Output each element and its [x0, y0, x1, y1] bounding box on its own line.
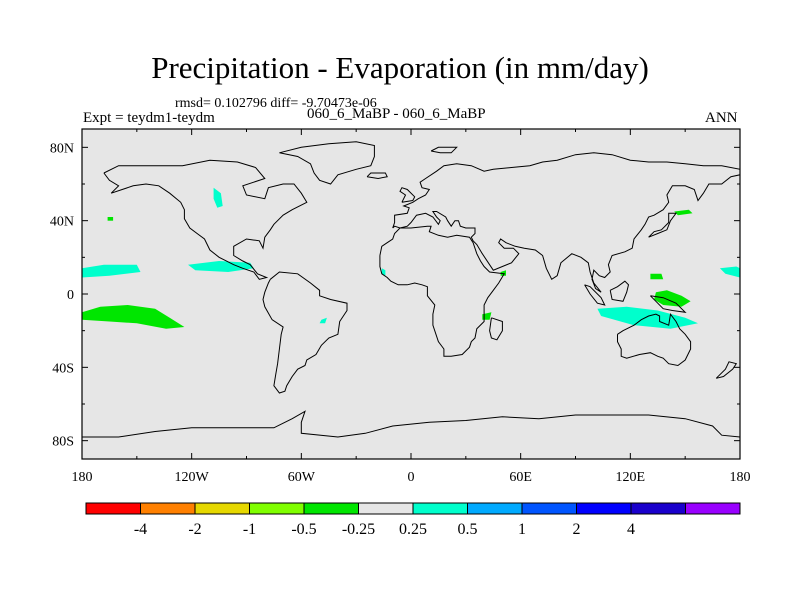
- region-indonesia: [650, 273, 664, 280]
- region-south-america-east: [319, 317, 327, 324]
- y-tick-labels: 80N 40N 0 40S 80S: [50, 141, 74, 449]
- colorbar-label: -2: [188, 521, 201, 538]
- colorbar-swatch: [358, 502, 414, 515]
- case-label: 060_6_MaBP - 060_6_MaBP: [307, 106, 486, 122]
- x-tick-label: 0: [408, 470, 415, 485]
- y-tick-label: 80S: [52, 435, 74, 450]
- map-background: [82, 129, 740, 459]
- x-tick-label: 60E: [509, 470, 532, 485]
- coastline-iceland: [366, 172, 388, 180]
- colorbar-label: -4: [134, 521, 147, 538]
- region-pacific-low: [82, 264, 141, 278]
- colorbar-swatch: [685, 502, 741, 515]
- colorbar-swatch: [194, 502, 250, 515]
- y-tick-label: 40S: [52, 361, 74, 376]
- chart-title: Precipitation - Evaporation (in mm/day): [151, 50, 649, 85]
- coastline-borneo: [609, 280, 630, 302]
- colorbar-label: -1: [243, 521, 256, 538]
- region-north-pacific-west: [107, 217, 114, 221]
- colorbar-swatch: [467, 502, 523, 515]
- region-west-pacific: [654, 290, 691, 307]
- coastline-svalbard: [430, 146, 458, 154]
- coastlines: [82, 141, 741, 438]
- x-tick-label: 120E: [616, 470, 646, 485]
- coastline-sumatra: [584, 284, 606, 306]
- coastline-japan: [648, 212, 677, 238]
- colorbar-label: -0.25: [342, 521, 375, 538]
- coastline-north-america: [103, 159, 308, 280]
- colorbar-swatch: [140, 502, 196, 515]
- y-tick-label: 80N: [50, 141, 74, 156]
- coastline-africa: [379, 225, 506, 357]
- region-tropical-south-pacific: [82, 305, 185, 329]
- colorbar-swatch: [249, 502, 305, 515]
- region-dateline-east: [719, 266, 740, 278]
- colorbar-label: 4: [627, 521, 635, 538]
- contour-regions: [82, 187, 740, 329]
- x-tick-label: 180: [72, 470, 93, 485]
- coastline-australia: [617, 312, 692, 367]
- x-tick-labels: 180 120W 60W 0 60E 120E 180: [72, 470, 751, 485]
- colorbar-label: 1: [518, 521, 526, 538]
- colorbar-swatch: [630, 502, 686, 515]
- region-south-pacific-convergence-zone: [597, 306, 698, 329]
- colorbar-swatch: [303, 502, 359, 515]
- coastline-antarctica: [82, 410, 741, 438]
- coastline-eurasia: [392, 152, 741, 293]
- y-tick-label: 0: [67, 288, 74, 303]
- colorbar-label: 0.25: [399, 521, 427, 538]
- colorbar-swatch: [85, 502, 141, 515]
- colorbar-label: 0.5: [458, 521, 478, 538]
- coastline-madagascar: [489, 317, 503, 341]
- region-north-america-west: [213, 187, 223, 208]
- region-east-pacific-itcz: [188, 261, 254, 272]
- region-north-pacific: [674, 209, 693, 216]
- experiment-label: Expt = teydm1-teydm: [83, 110, 215, 126]
- stats-text: rmsd= 0.102796 diff= -9.70473e-06: [175, 96, 377, 111]
- colorbar-swatch: [412, 502, 468, 515]
- y-tick-label: 40N: [50, 215, 74, 230]
- x-tick-label: 120W: [175, 470, 210, 485]
- coastline-new-guinea: [650, 295, 687, 314]
- x-tick-label: 60W: [288, 470, 316, 485]
- colorbar: [85, 502, 741, 515]
- colorbar-swatch: [576, 502, 632, 515]
- coastline-uk: [399, 187, 416, 203]
- region-arabian-sea: [500, 270, 506, 276]
- coastline-new-zealand: [715, 361, 738, 379]
- coastline-greenland: [279, 141, 375, 185]
- colorbar-swatch: [521, 502, 577, 515]
- season-label: ANN: [705, 110, 738, 126]
- colorbar-label: 2: [573, 521, 581, 538]
- axis-ticks: [81, 129, 741, 459]
- colorbar-label: -0.5: [291, 521, 316, 538]
- coastline-south-america: [262, 271, 348, 394]
- x-tick-label: 180: [730, 470, 751, 485]
- colorbar-labels: -4 -2 -1 -0.5 -0.25 0.25 0.5 1 2 4: [134, 521, 635, 538]
